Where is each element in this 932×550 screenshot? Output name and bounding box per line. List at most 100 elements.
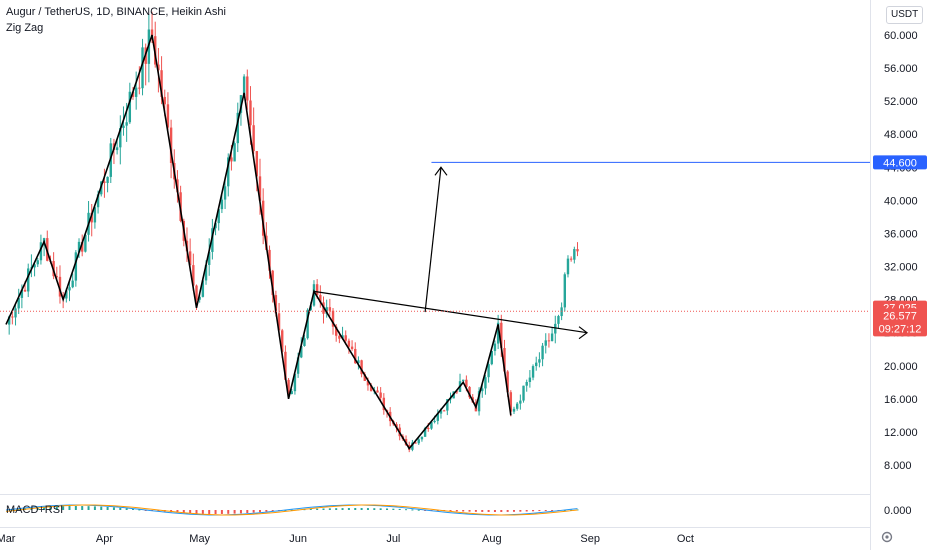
macd-histogram-bar	[208, 510, 211, 514]
macd-histogram-bar	[138, 509, 141, 511]
macd-histogram-bar	[227, 510, 230, 514]
macd-histogram-bar	[157, 510, 160, 512]
macd-histogram-bar	[106, 506, 109, 510]
candle-body	[293, 373, 297, 392]
candle-body	[354, 348, 357, 364]
candle-body	[325, 307, 328, 314]
macd-histogram-bar	[405, 509, 408, 511]
time-tick-label: Jun	[289, 533, 307, 545]
macd-histogram-bar	[11, 509, 14, 511]
candle-body	[58, 276, 62, 297]
candle-body	[366, 380, 370, 386]
candle-body	[566, 258, 570, 275]
candle-body	[242, 76, 246, 96]
macd-histogram-bar	[220, 510, 223, 514]
macd-histogram-bar	[309, 508, 312, 510]
candle-body	[204, 264, 208, 281]
candle-body	[427, 427, 430, 429]
candle-body	[277, 313, 281, 331]
indicator-macd-rsi-label[interactable]: MACD+RSI	[6, 504, 64, 516]
candle-body	[506, 371, 509, 393]
price-tick-label: 20.000	[884, 361, 918, 373]
candle-body	[150, 29, 154, 37]
candle-body	[331, 310, 335, 327]
macd-tick-label: 0.000	[884, 505, 912, 517]
macd-histogram-bar	[182, 510, 185, 514]
candle-body	[503, 348, 506, 372]
candle-body	[188, 251, 192, 266]
candle-body	[512, 408, 516, 412]
candle-body	[423, 427, 427, 437]
candle-body	[563, 274, 566, 308]
macd-histogram-bar	[519, 510, 522, 512]
candle-body	[103, 181, 106, 183]
candle-body	[17, 297, 20, 309]
candle-body	[169, 127, 173, 163]
macd-histogram-bar	[93, 506, 96, 510]
macd-histogram-bar	[576, 509, 579, 511]
macd-histogram-bar	[411, 509, 414, 511]
macd-histogram-bar	[322, 508, 325, 510]
candle-body	[55, 276, 58, 278]
indicator-zigzag-label[interactable]: Zig Zag	[6, 22, 44, 34]
price-tick-label: 32.000	[884, 262, 918, 274]
candle-body	[252, 125, 255, 152]
macd-histogram-bar	[354, 508, 357, 510]
gear-icon[interactable]	[880, 530, 894, 544]
candle-body	[557, 316, 560, 324]
macd-histogram-bar	[55, 506, 58, 510]
price-tick-label: 56.000	[884, 63, 918, 75]
macd-histogram-bar	[87, 506, 90, 510]
macd-pane	[5, 504, 579, 516]
candle-body	[382, 397, 386, 411]
symbol-title[interactable]: Augur / TetherUS, 1D, BINANCE, Heikin As…	[6, 6, 226, 18]
candle-body	[230, 157, 233, 162]
candle-series	[7, 11, 579, 453]
macd-histogram-bar	[62, 506, 65, 510]
macd-histogram-bar	[259, 510, 261, 513]
currency-button[interactable]: USDT	[886, 6, 924, 24]
price-axis[interactable]: 8.00012.00016.00020.00024.00028.00032.00…	[884, 30, 918, 517]
candle-body	[335, 326, 338, 336]
macd-histogram-bar	[468, 510, 471, 512]
candle-body	[296, 357, 300, 374]
candle-body	[496, 322, 500, 344]
candle-body	[560, 307, 563, 317]
candle-body	[446, 399, 449, 411]
candle-body	[547, 340, 551, 342]
time-tick-label: Sep	[580, 533, 600, 545]
candle-body	[227, 157, 230, 187]
macd-histogram-bar	[189, 510, 192, 514]
candle-body	[484, 377, 487, 389]
candle-body	[258, 176, 262, 201]
candle-body	[411, 442, 414, 450]
candle-body	[134, 87, 138, 97]
candle-body	[395, 424, 398, 428]
macd-histogram-bar	[563, 509, 566, 511]
candle-body	[119, 127, 122, 148]
candle-body	[90, 212, 93, 223]
macd-histogram-bar	[201, 510, 204, 514]
candle-body	[439, 410, 443, 414]
macd-histogram-bar	[214, 510, 217, 514]
candle-body	[417, 439, 420, 444]
candle-body	[106, 176, 109, 183]
macd-histogram-bar	[132, 508, 134, 510]
time-axis[interactable]: Mar Apr May Jun Jul Aug Sep Oct	[0, 533, 694, 545]
time-tick-label: Jul	[386, 533, 400, 545]
macd-histogram-bar	[239, 510, 242, 514]
macd-histogram-bar	[500, 510, 503, 512]
macd-line	[5, 504, 578, 516]
candle-body	[138, 87, 141, 89]
candle-body	[246, 76, 249, 101]
macd-histogram-bar	[176, 510, 179, 513]
candle-body	[71, 280, 74, 288]
candle-body	[68, 287, 71, 291]
macd-histogram-bar	[328, 508, 331, 510]
candle-body	[201, 280, 205, 297]
candle-body	[290, 391, 293, 395]
candle-body	[487, 364, 490, 378]
macd-histogram-bar	[513, 510, 515, 512]
